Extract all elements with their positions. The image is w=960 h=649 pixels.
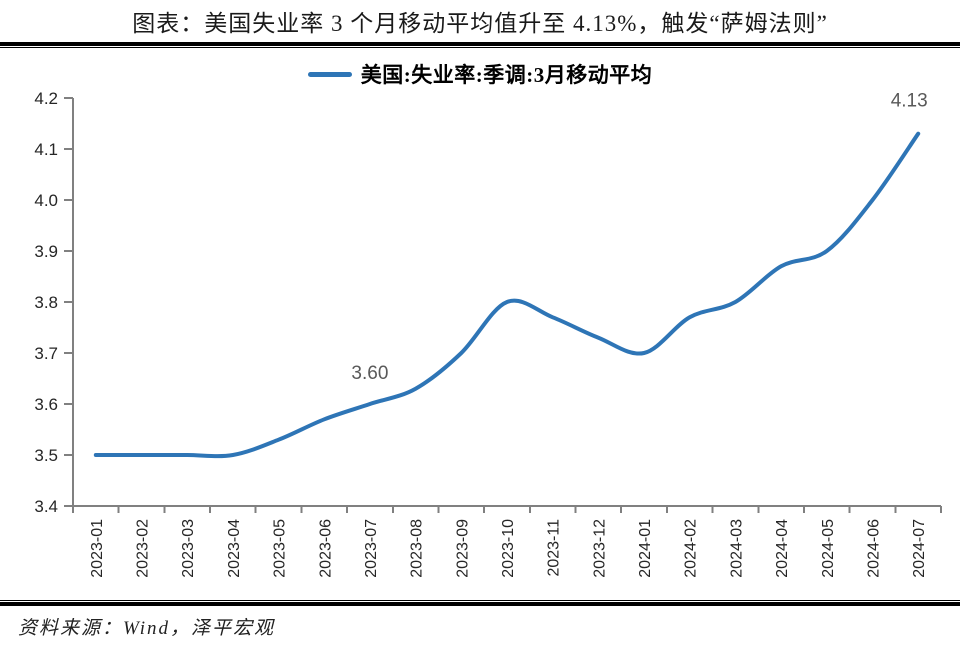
legend: 美国:失业率:季调:3月移动平均 bbox=[0, 60, 960, 88]
svg-text:3.5: 3.5 bbox=[34, 446, 58, 465]
svg-text:3.60: 3.60 bbox=[351, 363, 388, 384]
svg-text:4.1: 4.1 bbox=[34, 140, 58, 159]
svg-text:2023-02: 2023-02 bbox=[135, 519, 152, 578]
svg-text:2024-01: 2024-01 bbox=[637, 519, 654, 578]
series-line bbox=[93, 131, 921, 459]
svg-text:2023-04: 2023-04 bbox=[226, 519, 243, 578]
header-rule-thin bbox=[0, 47, 960, 48]
y-axis-labels: 3.4 3.5 3.6 3.7 3.8 3.9 4.0 4.1 4.2 bbox=[34, 89, 58, 516]
svg-text:4.13: 4.13 bbox=[891, 91, 928, 112]
page-title: 图表：美国失业率 3 个月移动平均值升至 4.13%，触发“萨姆法则” bbox=[132, 11, 828, 36]
footer-rule-thick bbox=[0, 602, 960, 606]
svg-text:2023-09: 2023-09 bbox=[454, 519, 471, 578]
svg-text:2024-05: 2024-05 bbox=[820, 519, 837, 578]
data-labels: 3.60 4.13 bbox=[351, 91, 927, 384]
svg-text:2024-06: 2024-06 bbox=[865, 519, 882, 578]
svg-text:2023-11: 2023-11 bbox=[546, 519, 563, 577]
header-rule-gap bbox=[0, 46, 960, 47]
svg-text:4.2: 4.2 bbox=[34, 89, 58, 108]
svg-text:2023-05: 2023-05 bbox=[272, 519, 289, 578]
svg-text:3.7: 3.7 bbox=[34, 344, 58, 363]
svg-text:2024-02: 2024-02 bbox=[683, 519, 700, 578]
axes bbox=[64, 97, 942, 513]
svg-text:3.4: 3.4 bbox=[34, 497, 58, 516]
source-note: 资料来源：Wind，泽平宏观 bbox=[18, 618, 276, 639]
footer-rule bbox=[0, 600, 960, 606]
svg-text:2023-08: 2023-08 bbox=[409, 519, 426, 578]
svg-text:3.6: 3.6 bbox=[34, 395, 58, 414]
svg-text:2024-07: 2024-07 bbox=[911, 519, 928, 578]
svg-text:2023-07: 2023-07 bbox=[363, 519, 380, 578]
svg-text:2023-06: 2023-06 bbox=[317, 519, 334, 578]
footer-rule-thin bbox=[0, 600, 960, 601]
header-rule-thick bbox=[0, 42, 960, 46]
svg-text:2024-04: 2024-04 bbox=[774, 519, 791, 578]
legend-label: 美国:失业率:季调:3月移动平均 bbox=[360, 63, 653, 87]
svg-text:4.0: 4.0 bbox=[34, 191, 58, 210]
header-rule bbox=[0, 42, 960, 48]
svg-text:3.9: 3.9 bbox=[34, 242, 58, 261]
svg-text:2023-12: 2023-12 bbox=[591, 519, 608, 578]
svg-text:2023-10: 2023-10 bbox=[500, 519, 517, 578]
legend-line-swatch bbox=[307, 71, 352, 77]
x-axis-labels: 2023-01 2023-02 2023-03 2023-04 2023-05 2023-… bbox=[89, 519, 928, 578]
svg-text:2024-03: 2024-03 bbox=[728, 519, 745, 578]
line-chart: 3.4 3.5 3.6 3.7 3.8 3.9 4.0 4.1 4.2 2023-01 2023-0… bbox=[0, 88, 960, 600]
svg-text:3.8: 3.8 bbox=[34, 293, 58, 312]
svg-text:2023-03: 2023-03 bbox=[180, 519, 197, 578]
svg-text:2023-01: 2023-01 bbox=[89, 519, 106, 578]
footer-rule-gap bbox=[0, 601, 960, 602]
